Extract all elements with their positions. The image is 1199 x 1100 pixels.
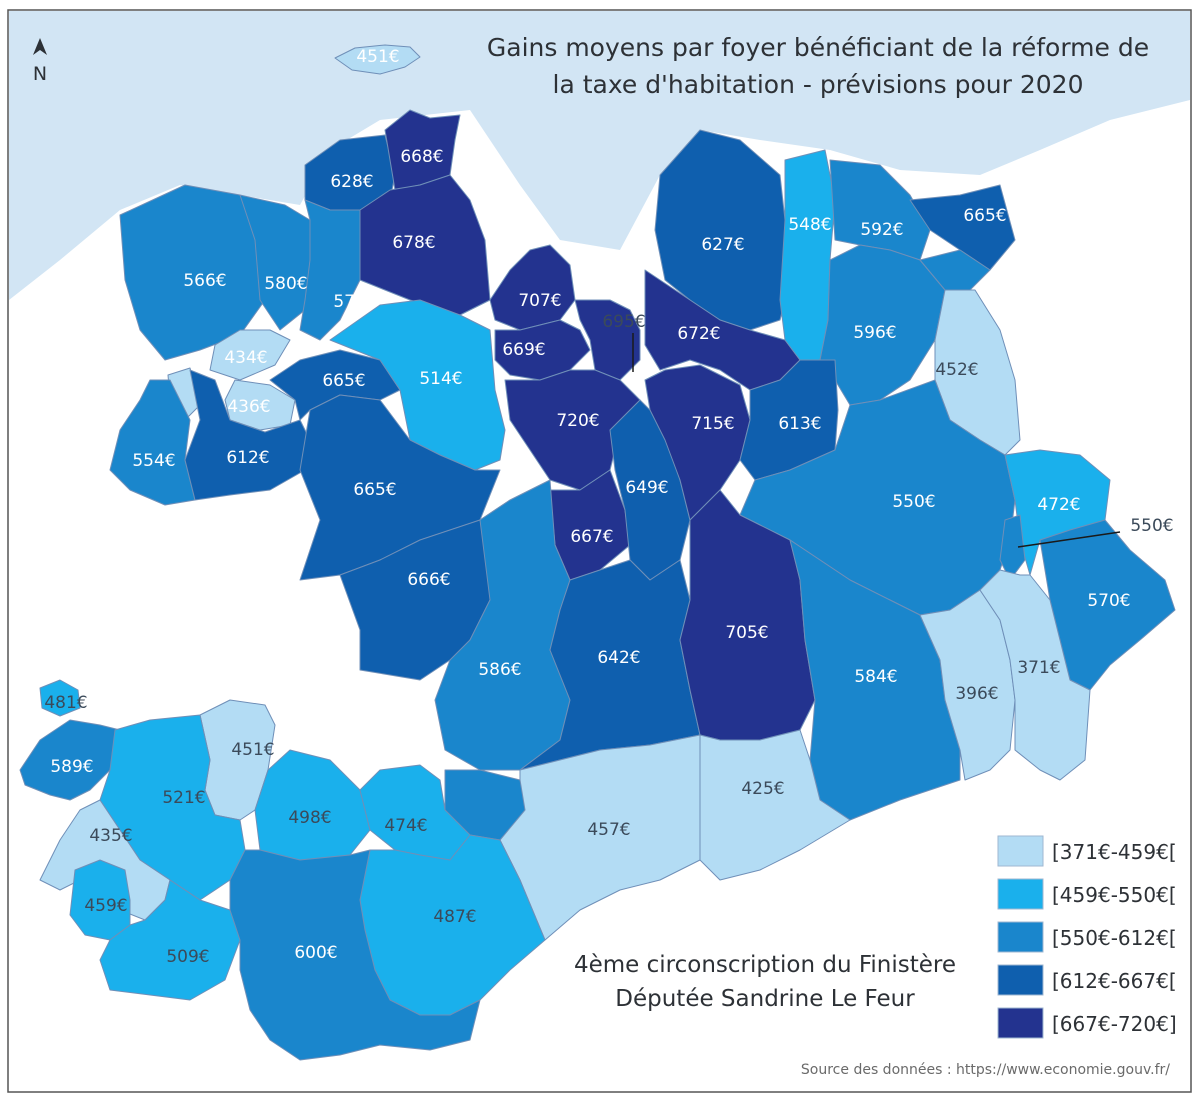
commune-value-label: 678€	[392, 233, 435, 253]
commune-value-label: 584€	[854, 667, 897, 687]
commune-value-label: 572€	[333, 292, 376, 312]
commune-707[interactable]	[489, 244, 576, 331]
commune-584[interactable]	[789, 539, 961, 821]
commune-value-label: 628€	[330, 172, 373, 192]
commune-value-label: 451€	[231, 740, 274, 760]
commune-678[interactable]	[359, 174, 491, 316]
legend-swatch	[997, 835, 1044, 867]
commune-value-label: 705€	[725, 623, 768, 643]
commune-value-label: 550€	[892, 492, 935, 512]
commune-value-label: 665€	[322, 371, 365, 391]
commune-value-label: 570€	[1087, 591, 1130, 611]
commune-value-label: 434€	[224, 348, 267, 368]
commune-value-label: 514€	[419, 369, 462, 389]
legend-swatch	[997, 964, 1044, 996]
commune-572[interactable]	[299, 199, 361, 341]
subtitle-line-1: 4ème circonscription du Finistère	[574, 952, 956, 978]
commune-value-label: 554€	[132, 451, 175, 471]
commune-value-label: 521€	[162, 788, 205, 808]
legend-swatch	[997, 878, 1044, 910]
commune-value-label: 498€	[288, 808, 331, 828]
legend-swatch	[997, 921, 1044, 953]
commune-value-label: 371€	[1017, 658, 1060, 678]
commune-value-label: 451€	[356, 47, 399, 67]
commune-371[interactable]	[979, 569, 1091, 781]
commune-value-label: 435€	[89, 826, 132, 846]
commune-value-label: 666€	[407, 570, 450, 590]
commune-550-small[interactable]	[999, 514, 1026, 581]
commune-value-label: 668€	[400, 147, 443, 167]
commune-value-label: 586€	[478, 660, 521, 680]
legend-label: [550€-612€[	[1052, 926, 1177, 950]
source-note: Source des données : https://www.economi…	[801, 1062, 1170, 1078]
commune-value-label: 665€	[353, 480, 396, 500]
legend-label: [667€-720€]	[1052, 1012, 1177, 1036]
commune-554[interactable]	[109, 379, 196, 506]
commune-value-label: 669€	[502, 340, 545, 360]
commune-value-label: 707€	[518, 291, 561, 311]
commune-value-label: 589€	[50, 757, 93, 777]
commune-value-label: 580€	[264, 274, 307, 294]
legend-label: [612€-667€[	[1052, 969, 1177, 993]
commune-value-label: 550€	[1130, 516, 1173, 536]
commune-island-451[interactable]	[334, 44, 421, 75]
commune-value-label: 600€	[294, 943, 337, 963]
commune-value-label: 613€	[778, 414, 821, 434]
commune-value-label: 612€	[226, 448, 269, 468]
commune-east-strip[interactable]	[919, 249, 991, 291]
commune-value-label: 452€	[935, 360, 978, 380]
commune-436[interactable]	[224, 379, 296, 431]
commune-705[interactable]	[679, 489, 816, 741]
commune-value-label: 436€	[227, 397, 270, 417]
legend: [371€-459€[ [459€-550€[ [550€-612€[ [612…	[997, 835, 1177, 1039]
commune-665-c[interactable]	[909, 184, 1016, 271]
commune-value-label: 665€	[963, 206, 1006, 226]
commune-value-label: 596€	[853, 323, 896, 343]
commune-value-label: 667€	[570, 527, 613, 547]
commune-value-label: 472€	[1037, 495, 1080, 515]
leader-line-550	[1017, 531, 1121, 548]
commune-668[interactable]	[384, 109, 461, 191]
commune-value-label: 548€	[788, 215, 831, 235]
commune-value-label: 720€	[556, 411, 599, 431]
commune-value-label: 509€	[166, 947, 209, 967]
commune-600[interactable]	[229, 849, 481, 1061]
commune-value-label: 459€	[84, 896, 127, 916]
legend-swatch	[997, 1007, 1044, 1039]
commune-value-label: 649€	[625, 478, 668, 498]
commune-value-label: 627€	[701, 235, 744, 255]
commune-627[interactable]	[654, 129, 791, 331]
commune-value-label: 487€	[433, 907, 476, 927]
commune-514[interactable]	[329, 299, 506, 471]
title-line-1: Gains moyens par foyer bénéficiant de la…	[487, 33, 1149, 62]
commune-value-label: 695€	[602, 312, 645, 332]
north-label: N	[33, 63, 47, 85]
commune-value-label: 457€	[587, 820, 630, 840]
commune-value-label: 566€	[183, 271, 226, 291]
commune-value-label: 715€	[691, 414, 734, 434]
legend-label: [371€-459€[	[1052, 840, 1177, 864]
commune-value-label: 672€	[677, 324, 720, 344]
title-line-2: la taxe d'habitation - prévisions pour 2…	[553, 70, 1084, 99]
commune-value-label: 474€	[384, 816, 427, 836]
commune-481[interactable]	[39, 679, 81, 717]
commune-value-label: 481€	[44, 693, 87, 713]
commune-value-label: 642€	[597, 648, 640, 668]
legend-label: [459€-550€[	[1052, 883, 1177, 907]
north-arrow-icon: N	[33, 38, 47, 85]
commune-669[interactable]	[494, 319, 591, 381]
commune-value-label: 425€	[741, 779, 784, 799]
commune-695[interactable]	[574, 299, 641, 381]
commune-value-label: 396€	[955, 684, 998, 704]
commune-509[interactable]	[99, 879, 241, 1001]
subtitle-line-2: Députée Sandrine Le Feur	[615, 986, 915, 1012]
value-labels: 451€ 668€ 628€ 678€ 566€ 580€ 572€ 434€ …	[44, 47, 1173, 967]
commune-434[interactable]	[209, 329, 291, 381]
commune-value-label: 592€	[860, 220, 903, 240]
commune-715[interactable]	[644, 364, 751, 521]
